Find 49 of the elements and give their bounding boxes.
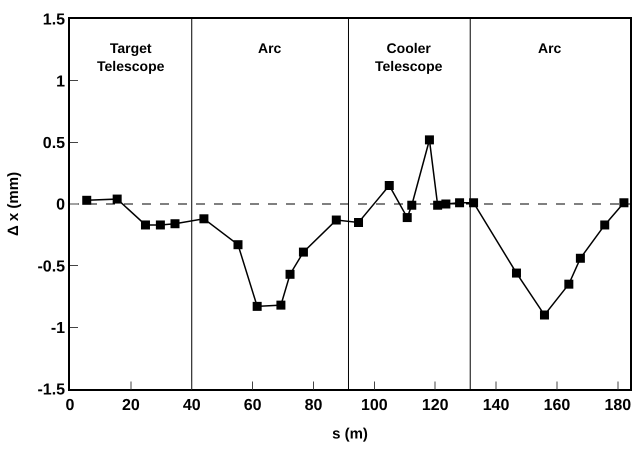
y-tick-label: 1 [56, 73, 66, 90]
point [252, 302, 262, 311]
point [407, 200, 416, 210]
point [455, 198, 464, 208]
annotation: Arc [258, 40, 282, 56]
point [540, 310, 549, 320]
x-tick-label: 160 [544, 396, 570, 414]
y-axis-title: Δ x (mm) [5, 172, 22, 236]
point [298, 248, 308, 257]
point [199, 214, 208, 224]
point [441, 200, 450, 208]
point [619, 198, 628, 208]
y-tick-label: 0.5 [42, 134, 66, 152]
annotation: Arc [538, 40, 562, 56]
x-tick-label: 140 [482, 396, 510, 414]
point [469, 198, 478, 208]
point [576, 254, 585, 263]
point [234, 240, 242, 250]
point [424, 135, 434, 144]
x-axis-title: s (m) [332, 425, 368, 442]
point [276, 300, 286, 310]
annotation: Target Telescope [97, 40, 165, 74]
point [332, 216, 341, 225]
point [140, 220, 150, 230]
y-tick-label: -0.5 [37, 258, 66, 276]
x-tick-label: 40 [182, 396, 201, 414]
x-tick-label: 180 [604, 396, 632, 414]
point [384, 181, 394, 190]
y-tick-label: 1.5 [42, 12, 66, 29]
point [354, 218, 364, 227]
x-tick-label: 120 [422, 396, 449, 414]
point [156, 220, 165, 230]
y-tick-label: 0 [56, 196, 66, 214]
point [433, 200, 442, 210]
x-tick-label: 60 [244, 396, 262, 414]
annotation: Cooler Telescope [375, 40, 443, 74]
point [170, 219, 180, 228]
point [402, 213, 412, 222]
point [512, 268, 521, 278]
y-tick-label: -1 [50, 320, 66, 337]
point [82, 196, 92, 205]
point [600, 220, 610, 230]
point [112, 194, 122, 204]
y-tick-label: -1.5 [37, 382, 66, 399]
point [564, 280, 574, 289]
x-tick-label: 100 [361, 396, 388, 414]
x-tick-label: 20 [122, 396, 140, 414]
x-tick-label: 80 [304, 396, 322, 414]
point [286, 270, 295, 279]
